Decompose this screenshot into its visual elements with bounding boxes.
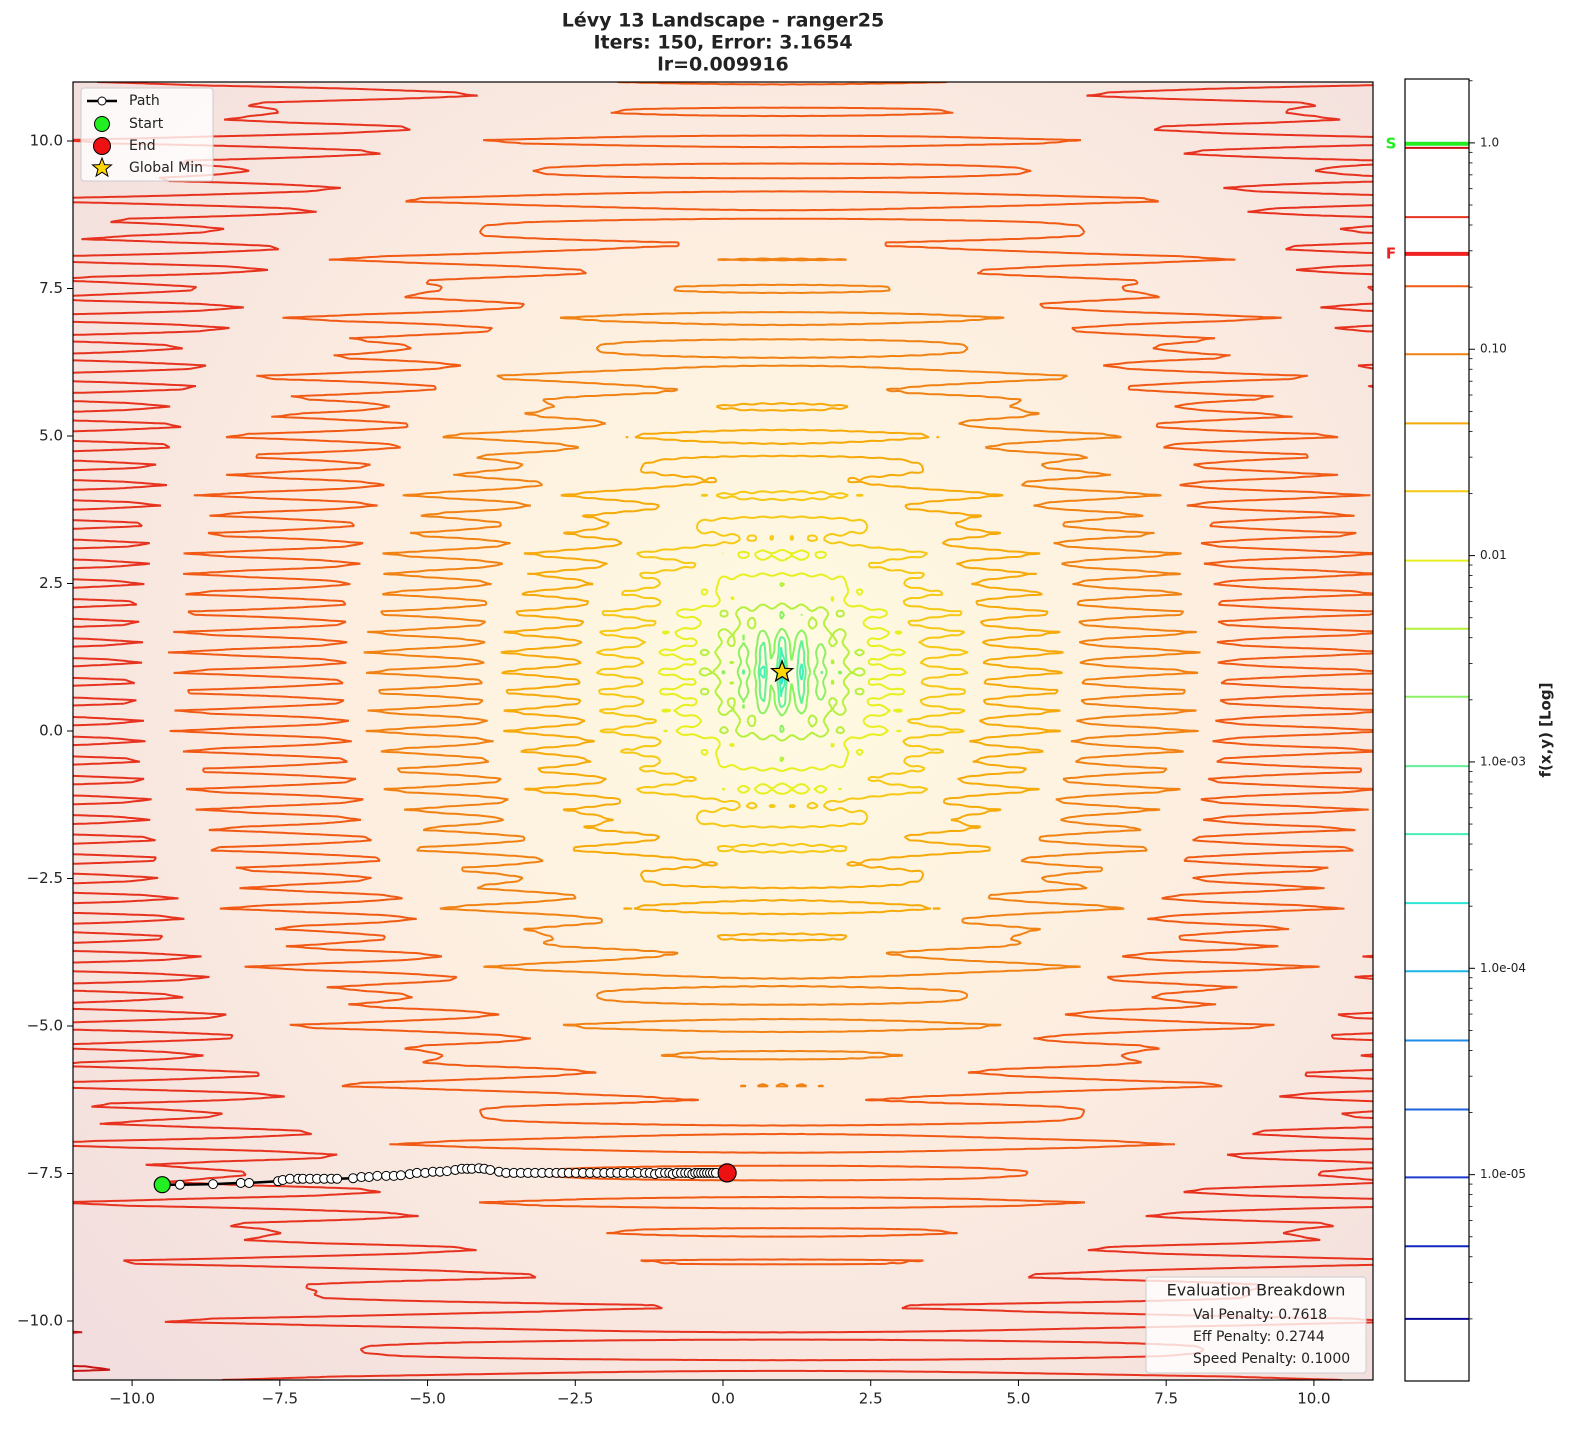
contour-line — [500, 402, 1064, 942]
y-tick-label: −7.5 — [27, 1164, 63, 1182]
y-tick-label: −10.0 — [17, 1312, 63, 1330]
y-tick-label: 10.0 — [30, 132, 63, 150]
global-min-marker — [769, 659, 795, 683]
x-tick-label: −10.0 — [109, 1390, 155, 1408]
legend-label: Global Min — [129, 160, 203, 176]
path-point — [284, 1173, 295, 1184]
legend-start-marker — [94, 116, 110, 132]
y-tick-label: −2.5 — [27, 869, 63, 887]
contour-line — [698, 582, 866, 763]
path-point — [174, 1179, 185, 1190]
y-tick-label: 5.0 — [39, 427, 63, 445]
title-line: Lévy 13 Landscape - ranger25 — [562, 10, 885, 32]
colorbar-tick-label: 0.01 — [1480, 548, 1507, 562]
legend-star-marker — [91, 156, 113, 178]
start-marker — [153, 1176, 171, 1194]
contour-line — [721, 610, 843, 734]
colorbar-tick-label: 0.10 — [1480, 342, 1507, 356]
path-point — [411, 1167, 422, 1178]
evaluation-box: Evaluation Breakdown Val Penalty: 0.7618… — [1145, 1276, 1367, 1374]
path-point — [235, 1177, 246, 1188]
y-tick-label: 2.5 — [39, 574, 63, 592]
x-tick-label: −5.0 — [409, 1390, 445, 1408]
legend-label: Start — [129, 116, 164, 132]
x-tick-label: 2.5 — [859, 1390, 883, 1408]
colorbar-frame — [1404, 78, 1470, 1382]
y-tick-label: 7.5 — [39, 279, 63, 297]
colorbar-marker-label: F — [1386, 244, 1396, 262]
colorbar-label: f(x,y) [Log] — [1537, 683, 1555, 778]
path-point — [395, 1170, 406, 1181]
x-tick-label: −7.5 — [262, 1390, 298, 1408]
x-tick-label: 5.0 — [1007, 1390, 1031, 1408]
path-point — [372, 1170, 383, 1181]
x-tick-label: −2.5 — [557, 1390, 593, 1408]
colorbar-tick-label: 1.0e-03 — [1480, 754, 1526, 768]
colorbar: 1.0 0.10 0.01 1.0e-03 1.0e-04 1.0e-05 S F — [1386, 80, 1526, 1320]
legend-end-marker — [93, 137, 111, 155]
contour-line — [363, 257, 1201, 1088]
contour-line — [741, 635, 824, 709]
y-tick-label: 0.0 — [39, 722, 63, 740]
colorbar-background — [1405, 79, 1469, 1381]
y-tick-label: −5.0 — [27, 1017, 63, 1035]
legend: Path Start End Global Min — [80, 87, 214, 182]
path-point — [348, 1173, 359, 1184]
colorbar-tick-label: 1.0e-04 — [1480, 961, 1526, 975]
x-tick-label: 0.0 — [711, 1390, 735, 1408]
title-line: lr=0.009916 — [657, 54, 789, 76]
contours — [73, 82, 1373, 1380]
x-tick-label: 10.0 — [1297, 1390, 1330, 1408]
contour-line — [657, 548, 907, 795]
colorbar-tick-label: 1.0 — [1480, 135, 1499, 149]
colorbar-marker-label: S — [1386, 134, 1397, 152]
evaluation-item: Val Penalty: 0.7618 — [1193, 1307, 1327, 1323]
contour-line — [595, 490, 969, 854]
end-marker — [717, 1163, 737, 1183]
contour-line — [167, 82, 1373, 1266]
optimizer-path — [153, 659, 795, 1194]
colorbar-tick-label: 1.0e-05 — [1480, 1167, 1526, 1181]
evaluation-item: Speed Penalty: 0.1000 — [1193, 1351, 1350, 1367]
path-point — [244, 1177, 255, 1188]
evaluation-title: Evaluation Breakdown — [1167, 1281, 1346, 1300]
axes: −10.0 −7.5 −5.0 −2.5 0.0 2.5 5.0 7.5 10.0 −10.0 −7… — [17, 132, 1331, 1408]
path-point — [332, 1173, 343, 1184]
evaluation-item: Eff Penalty: 0.2744 — [1193, 1329, 1325, 1345]
legend-box — [80, 87, 214, 182]
legend-path-marker — [97, 96, 107, 106]
title-line: Iters: 150, Error: 3.1654 — [593, 32, 852, 54]
x-tick-label: 7.5 — [1154, 1390, 1178, 1408]
contour-line — [73, 1330, 111, 1373]
legend-label: Path — [129, 93, 160, 109]
path-point — [364, 1172, 375, 1183]
legend-label: End — [129, 138, 156, 154]
path-point — [442, 1166, 453, 1177]
path-point — [208, 1179, 219, 1190]
evaluation-frame — [1145, 1276, 1367, 1374]
path-point — [485, 1164, 496, 1175]
